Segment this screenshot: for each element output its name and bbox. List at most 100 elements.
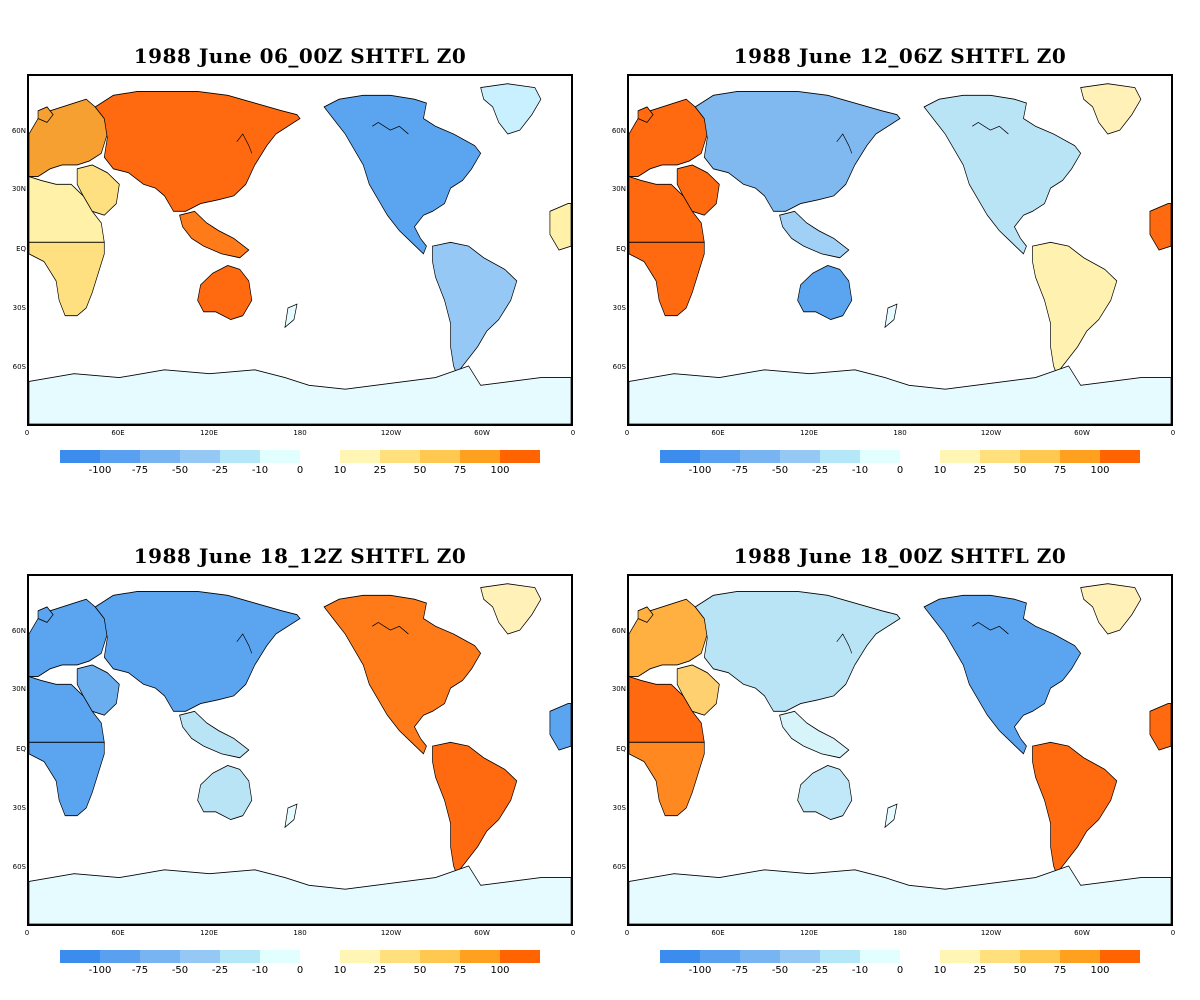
region-greenland <box>1080 583 1142 635</box>
lon-label: 120E <box>800 929 818 937</box>
colorbar-swatch <box>1100 950 1140 963</box>
colorbar-swatch <box>980 450 1020 463</box>
lon-label: 120E <box>200 429 218 437</box>
lon-label: 0 <box>24 929 30 937</box>
region-seasia <box>779 710 850 759</box>
region-africa-south <box>29 741 105 817</box>
colorbar-swatch <box>260 450 300 463</box>
colorbar-tick-label: 10 <box>333 465 347 476</box>
colorbar-swatch <box>500 450 540 463</box>
colorbar-swatch <box>780 950 820 963</box>
region-west-africa-edge <box>1149 203 1171 251</box>
lon-label: 120W <box>980 929 1002 937</box>
colorbar-swatch <box>340 950 380 963</box>
colorbar-tick-label: 0 <box>296 465 304 476</box>
lon-label: 0 <box>624 929 630 937</box>
region-iceland-uk <box>637 106 654 123</box>
colorbar-tick-label: -10 <box>851 965 869 976</box>
map-panel-4: 1988 June 18_00Z SHTFL Z0 60 <box>600 500 1200 1000</box>
colorbar-tick-label: 10 <box>933 465 947 476</box>
region-arabia <box>76 164 120 216</box>
region-antarctica <box>29 365 571 424</box>
region-asia <box>694 591 901 712</box>
colorbar-swatch <box>420 950 460 963</box>
lat-label: 60S <box>12 863 26 871</box>
lat-label: 60N <box>611 627 626 635</box>
region-antarctica <box>29 865 571 924</box>
colorbar-swatch <box>780 450 820 463</box>
colorbar-swatch <box>980 950 1020 963</box>
colorbar-tick-label: 0 <box>896 965 904 976</box>
region-arabia <box>76 664 120 716</box>
colorbar-swatch <box>100 950 140 963</box>
region-asia <box>694 91 901 212</box>
coastline-detail <box>372 621 409 635</box>
region-iceland-uk <box>637 606 654 623</box>
lon-label: 60E <box>711 929 725 937</box>
region-south-america <box>1032 741 1118 875</box>
region-australia <box>797 265 853 321</box>
colorbar-swatch <box>420 450 460 463</box>
lon-label: 0 <box>570 429 576 437</box>
lat-label: EQ <box>16 245 26 253</box>
region-iceland-uk <box>37 106 54 123</box>
region-arabia <box>676 164 720 216</box>
region-asia <box>94 91 301 212</box>
colorbar-swatch <box>140 450 180 463</box>
coastline-detail <box>972 121 1009 135</box>
colorbar-swatch <box>140 950 180 963</box>
colorbar-swatch <box>1060 950 1100 963</box>
lat-label: 60N <box>11 627 26 635</box>
lon-label: 0 <box>24 429 30 437</box>
coastline-detail <box>836 633 853 654</box>
map-frame <box>27 574 573 926</box>
colorbar-tick-label: -100 <box>688 465 712 476</box>
colorbar-tick-label: -25 <box>811 965 829 976</box>
lon-label: 120E <box>200 929 218 937</box>
colorbar-tick-label: 25 <box>973 465 987 476</box>
colorbar-swatch <box>700 450 740 463</box>
colorbar-tick-label: 10 <box>333 965 347 976</box>
region-antarctica <box>629 865 1171 924</box>
colorbar-tick-label: 25 <box>973 965 987 976</box>
colorbar-tick-label: 25 <box>373 465 387 476</box>
colorbar-swatch <box>460 950 500 963</box>
region-africa-south <box>29 241 105 317</box>
colorbar-tick-label: -50 <box>771 465 789 476</box>
colorbar-tick-label: -25 <box>211 965 229 976</box>
colorbar-tick-label: -50 <box>171 965 189 976</box>
map-frame <box>27 74 573 426</box>
region-north-america <box>323 94 482 255</box>
colorbar-tick-label: 75 <box>1053 965 1067 976</box>
colorbar-swatch <box>820 950 860 963</box>
colorbar-swatch <box>660 950 700 963</box>
colorbar-swatch <box>260 950 300 963</box>
map-panel-3: 1988 June 18_12Z SHTFL Z0 60 <box>0 500 600 1000</box>
lat-label: EQ <box>616 245 626 253</box>
lon-label: 0 <box>1170 929 1176 937</box>
region-north-america <box>323 594 482 755</box>
lon-label: 180 <box>893 429 907 437</box>
region-new-zealand <box>884 803 898 829</box>
colorbar-swatch <box>220 950 260 963</box>
colorbar-swatch <box>60 450 100 463</box>
lon-label: 120W <box>380 429 402 437</box>
coastline-detail <box>836 133 853 154</box>
colorbar-swatch <box>500 950 540 963</box>
lat-label: 30N <box>611 685 626 693</box>
region-south-america <box>432 741 518 875</box>
colorbar-tick-label: 75 <box>453 465 467 476</box>
colorbar-swatch <box>340 450 380 463</box>
colorbar-swatch <box>60 950 100 963</box>
colorbar-tick-label: 75 <box>1053 465 1067 476</box>
world-map <box>29 83 571 424</box>
lat-label: 30N <box>11 185 26 193</box>
map-panel-1: 1988 June 06_00Z SHTFL Z0 60 <box>0 0 600 500</box>
colorbar-swatch <box>740 450 780 463</box>
colorbar-tick-label: -10 <box>251 965 269 976</box>
colorbar-swatch <box>740 950 780 963</box>
colorbar-swatch <box>700 950 740 963</box>
colorbar-tick-label: -10 <box>251 465 269 476</box>
colorbar-tick-label: 25 <box>373 965 387 976</box>
lon-label: 60W <box>474 929 490 937</box>
